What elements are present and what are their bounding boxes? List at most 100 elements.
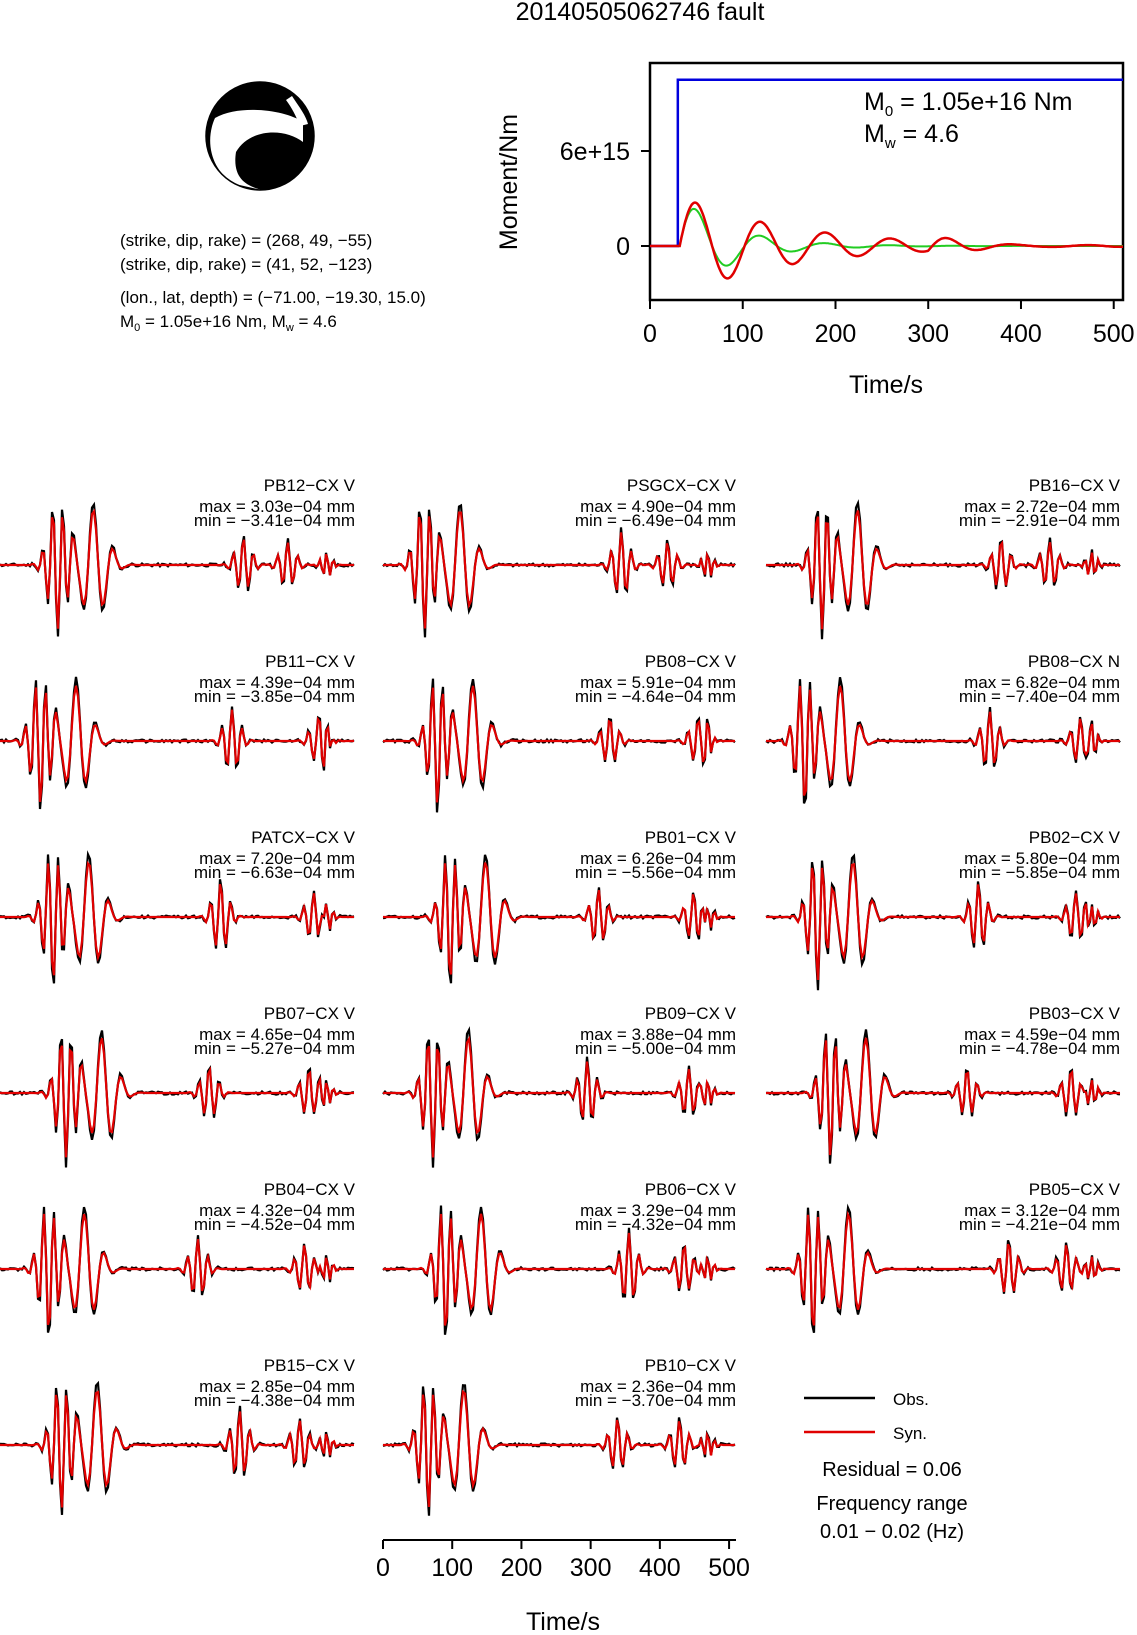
- info-mw-sub: w: [285, 322, 294, 334]
- m0-sub: 0: [885, 103, 893, 120]
- waveform-xtick-label: 500: [708, 1554, 750, 1582]
- station-min: min = −3.85e−04 mm: [194, 687, 355, 706]
- station-min: min = −4.38e−04 mm: [194, 1391, 355, 1410]
- station-max: max = 6.26e−04 mm: [580, 849, 736, 868]
- m0-prefix: M: [864, 88, 885, 116]
- station-label: PB08−CX N: [1028, 652, 1120, 671]
- station-max: max = 3.12e−04 mm: [964, 1201, 1120, 1220]
- station-max: max = 4.32e−04 mm: [199, 1201, 355, 1220]
- synthetic-waveform: [0, 860, 354, 976]
- station-min: min = −4.64e−04 mm: [575, 687, 736, 706]
- station-label: PB01−CX V: [645, 828, 737, 847]
- beachball-icon: [205, 81, 315, 191]
- nodal-plane-1: (strike, dip, rake) = (268, 49, −55): [120, 231, 372, 250]
- station-max: max = 5.80e−04 mm: [964, 849, 1120, 868]
- station-label: PB06−CX V: [645, 1180, 737, 1199]
- waveform-xtick-label: 400: [639, 1554, 681, 1582]
- station-max: max = 4.39e−04 mm: [199, 673, 355, 692]
- synthetic-waveform: [766, 685, 1120, 796]
- waveform-xtick-label: 100: [431, 1554, 473, 1582]
- station-max: max = 2.36e−04 mm: [580, 1377, 736, 1396]
- moment-mw-label: Mw = 4.6: [864, 120, 959, 152]
- station-min: min = −4.32e−04 mm: [575, 1215, 736, 1234]
- station-label: PB02−CX V: [1029, 828, 1121, 847]
- synthetic-waveform: [766, 1210, 1120, 1326]
- moment-xtick-label: 300: [907, 320, 949, 348]
- moment-xtick-label: 0: [643, 320, 657, 348]
- station-label: PB05−CX V: [1029, 1180, 1121, 1199]
- legend-obs-label: Obs.: [893, 1390, 929, 1409]
- synthetic-waveform: [0, 508, 354, 629]
- synthetic-waveform: [383, 862, 735, 975]
- station-min: min = −4.78e−04 mm: [959, 1039, 1120, 1058]
- station-max: max = 2.72e−04 mm: [964, 497, 1120, 516]
- station-min: min = −6.63e−04 mm: [194, 863, 355, 882]
- stf-green-line: [650, 207, 1123, 267]
- synthetic-waveform: [766, 510, 1120, 630]
- moment-xtick-label: 400: [1000, 320, 1042, 348]
- synthetic-waveform: [383, 685, 735, 803]
- waveform-xtick-label: 0: [376, 1554, 390, 1582]
- legend: Obs. Syn. Residual = 0.06 Frequency rang…: [804, 1390, 968, 1543]
- figure-title: 20140505062746 fault: [516, 0, 765, 26]
- station-label: PSGCX−CX V: [627, 476, 737, 495]
- station-label: PB09−CX V: [645, 1004, 737, 1023]
- synthetic-waveform: [766, 862, 1120, 980]
- station-max: max = 3.03e−04 mm: [199, 497, 355, 516]
- station-max: max = 3.88e−04 mm: [580, 1025, 736, 1044]
- station-min: min = −5.56e−04 mm: [575, 863, 736, 882]
- info-m0-sub: 0: [134, 322, 140, 334]
- stf-red-line: [650, 201, 1123, 280]
- station-label: PB16−CX V: [1029, 476, 1121, 495]
- station-max: max = 7.20e−04 mm: [199, 849, 355, 868]
- station-label: PB07−CX V: [264, 1004, 356, 1023]
- location-depth: (lon., lat, depth) = (−71.00, −19.30, 15…: [120, 288, 426, 307]
- synthetic-waveform: [0, 1213, 354, 1326]
- station-min: min = −4.52e−04 mm: [194, 1215, 355, 1234]
- mw-suffix: = 4.6: [896, 120, 959, 148]
- moment-xtick-label: 200: [815, 320, 857, 348]
- moment-ytick-label: 6e+15: [560, 138, 630, 166]
- frequency-title: Frequency range: [816, 1493, 967, 1515]
- station-label: PB10−CX V: [645, 1356, 737, 1375]
- station-label: PB11−CX V: [265, 652, 356, 671]
- station-min: min = −6.49e−04 mm: [575, 511, 736, 530]
- moment-xtick-label: 100: [722, 320, 764, 348]
- legend-syn-label: Syn.: [893, 1424, 927, 1443]
- synthetic-waveform: [0, 685, 354, 803]
- moment-xlabel: Time/s: [849, 371, 923, 399]
- station-max: max = 3.29e−04 mm: [580, 1201, 736, 1220]
- moment-xtick-label: 500: [1093, 320, 1135, 348]
- frequency-value: 0.01 − 0.02 (Hz): [820, 1521, 964, 1543]
- moment-m0-label: M0 = 1.05e+16 Nm: [864, 88, 1072, 120]
- synthetic-waveform: [0, 1037, 354, 1158]
- beachball-dilatation: [210, 109, 303, 190]
- station-label: PB12−CX V: [264, 476, 356, 495]
- station-label: PB08−CX V: [645, 652, 737, 671]
- waveform-xtick-label: 200: [501, 1554, 543, 1582]
- synthetic-waveform: [383, 511, 735, 629]
- station-min: min = −7.40e−04 mm: [959, 687, 1120, 706]
- station-min: min = −4.21e−04 mm: [959, 1215, 1120, 1234]
- moment-magnitude-info: M0 = 1.05e+16 Nm, Mw = 4.6: [120, 312, 337, 334]
- m0-suffix: = 1.05e+16 Nm: [893, 88, 1072, 116]
- beachball-dilatation-edge: [286, 96, 308, 126]
- station-min: min = −3.70e−04 mm: [575, 1391, 736, 1410]
- station-max: max = 4.59e−04 mm: [964, 1025, 1120, 1044]
- waveform-xlabel: Time/s: [526, 1608, 600, 1635]
